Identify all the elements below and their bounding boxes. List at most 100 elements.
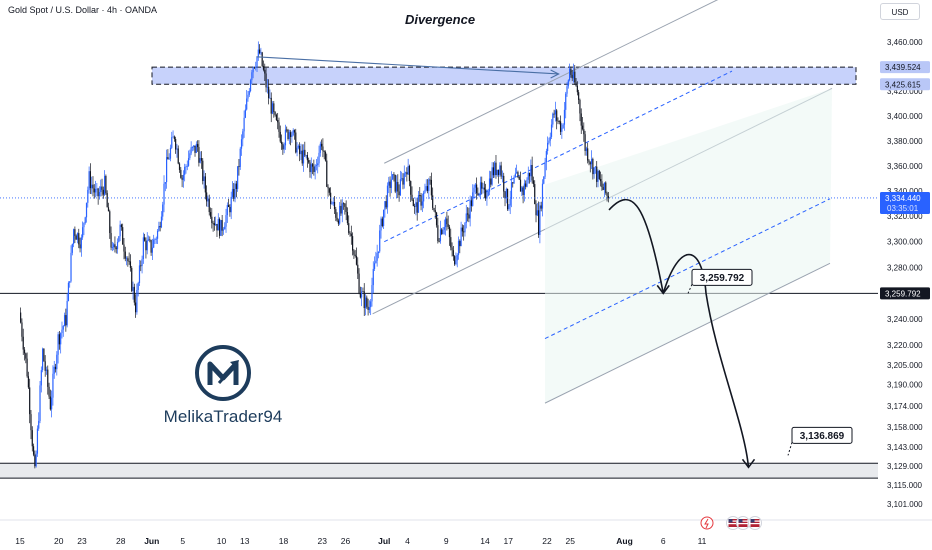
candle-down [159, 226, 161, 228]
candle-down [213, 223, 215, 226]
candle-up [251, 72, 253, 81]
x-tick-label: Jun [144, 536, 159, 546]
candle-down [109, 211, 111, 234]
candle-up [40, 370, 42, 386]
candle-down [490, 178, 492, 185]
candle-up [113, 244, 115, 248]
candle-up [249, 80, 252, 92]
candle-up [215, 224, 217, 226]
x-tick-label: 4 [405, 536, 410, 546]
y-tick-label: 3,420.000 [887, 87, 923, 96]
x-tick-label: 6 [661, 536, 666, 546]
candle-down [342, 203, 345, 205]
candle-up [403, 173, 405, 185]
candle-up [597, 170, 599, 182]
candle-up [401, 178, 403, 180]
candle-up [240, 139, 243, 149]
candle-down [430, 179, 432, 196]
price-label-countdown: 03:35:01 [887, 204, 919, 213]
callout-box [691, 268, 753, 286]
candle-down [589, 162, 591, 165]
candle-down [598, 170, 600, 179]
candle-down [293, 130, 296, 133]
candle-down [576, 85, 578, 93]
candle-up [421, 201, 423, 206]
chart-title: Divergence [404, 12, 476, 27]
candle-up [464, 222, 466, 233]
candle-down [354, 254, 356, 256]
candle-down [607, 195, 609, 198]
candle-up [496, 169, 498, 176]
candle-up [364, 297, 367, 309]
candle-up [164, 182, 166, 184]
candle-down [54, 366, 57, 370]
candle-down [259, 49, 261, 54]
candle-down [393, 174, 395, 176]
candle-up [486, 195, 488, 199]
candle-up [318, 152, 320, 164]
divergence-arrow-line [256, 56, 559, 75]
candle-down [253, 67, 256, 68]
currency-button[interactable]: USD [880, 3, 920, 20]
candle-up [56, 354, 58, 370]
candles-layer [20, 41, 609, 469]
candle-up [482, 187, 484, 189]
candle-down [584, 134, 586, 151]
candle-up [384, 201, 386, 210]
candle-up [187, 158, 190, 166]
candle-down [507, 188, 509, 210]
candle-up [45, 369, 48, 371]
candle-down [432, 195, 434, 208]
candle-up [51, 397, 53, 410]
time-axis[interactable]: 15 20 23 28 Jun 5 10 13 18 23 26 Jul 4 9 14 17 22 25 Aug 6 1… [0, 516, 932, 547]
candle-down [412, 199, 414, 207]
candle-up [80, 237, 82, 249]
candle-down [273, 103, 275, 112]
us-flag-canton [738, 519, 743, 523]
candle-up [491, 167, 493, 185]
callout-box [791, 426, 853, 444]
candle-down [290, 132, 292, 137]
candle-down [262, 66, 265, 70]
candle-down [270, 97, 272, 114]
candle-down [571, 74, 573, 79]
candle-down [149, 239, 151, 241]
candle-up [567, 80, 569, 87]
candle-down [211, 216, 213, 223]
candle-up [243, 117, 245, 132]
candle-up [185, 166, 187, 168]
candle-up [53, 366, 55, 374]
candle-up [155, 238, 157, 240]
candle-up [585, 148, 587, 151]
candle-down [282, 144, 284, 150]
candle-down [495, 162, 497, 176]
candle-down [306, 155, 308, 161]
y-tick-label: 3,360.000 [887, 162, 923, 171]
candle-down [131, 267, 133, 291]
candle-up [603, 182, 606, 190]
candle-up [478, 193, 480, 195]
candle-up [247, 94, 249, 99]
candle-down [21, 322, 23, 337]
candle-up [296, 147, 298, 153]
candle-up [292, 130, 294, 135]
candle-up [186, 165, 188, 167]
support-zone [0, 463, 878, 479]
candle-down [580, 113, 582, 126]
candle-down [264, 69, 266, 74]
candle-up [501, 175, 504, 177]
candle-down [235, 183, 237, 190]
candle-down [275, 114, 277, 120]
price-label-box [880, 61, 930, 74]
candle-up [514, 173, 516, 177]
candle-down [301, 150, 303, 164]
candle-down [265, 73, 267, 88]
candle-up [509, 199, 511, 206]
candle-down [204, 176, 206, 193]
candle-up [67, 282, 70, 301]
price-label: 3,259.792 [885, 289, 921, 298]
candle-up [488, 178, 491, 192]
candle-down [346, 211, 349, 224]
candle-down [363, 291, 365, 309]
